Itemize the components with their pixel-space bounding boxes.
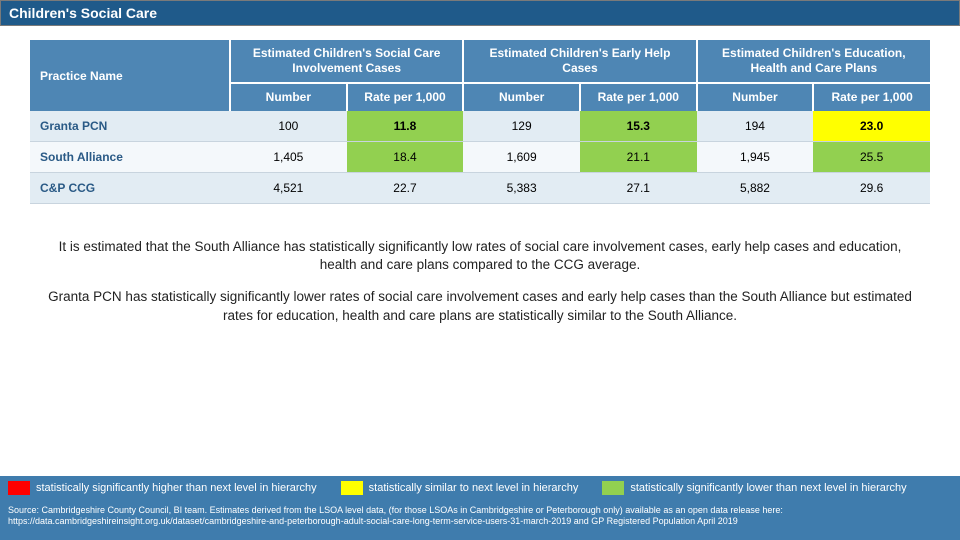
table-row: Granta PCN10011.812915.319423.0 <box>30 111 930 142</box>
legend-label: statistically significantly lower than n… <box>630 482 906 494</box>
col-group-1: Estimated Children's Social Care Involve… <box>230 40 463 83</box>
data-cell: 1,405 <box>230 142 347 173</box>
col-group-3: Estimated Children's Education, Health a… <box>697 40 930 83</box>
legend-label: statistically similar to next level in h… <box>369 482 579 494</box>
data-cell: 25.5 <box>813 142 930 173</box>
data-cell: 5,882 <box>697 173 814 204</box>
data-cell: 29.6 <box>813 173 930 204</box>
data-cell: 27.1 <box>580 173 697 204</box>
legend-item: statistically significantly lower than n… <box>602 481 906 495</box>
page-title: Children's Social Care <box>0 0 960 26</box>
col-sub-number: Number <box>230 83 347 111</box>
data-cell: 5,383 <box>463 173 580 204</box>
col-sub-rate: Rate per 1,000 <box>813 83 930 111</box>
data-cell: 1,609 <box>463 142 580 173</box>
col-sub-number: Number <box>463 83 580 111</box>
row-label: South Alliance <box>30 142 230 173</box>
source-line1: Source: Cambridgeshire County Council, B… <box>8 505 952 516</box>
col-sub-number: Number <box>697 83 814 111</box>
data-cell: 100 <box>230 111 347 142</box>
col-sub-rate: Rate per 1,000 <box>580 83 697 111</box>
data-cell: 21.1 <box>580 142 697 173</box>
legend-swatch <box>602 481 624 495</box>
data-cell: 4,521 <box>230 173 347 204</box>
data-table: Practice Name Estimated Children's Socia… <box>30 40 930 204</box>
row-label: C&P CCG <box>30 173 230 204</box>
data-cell: 18.4 <box>347 142 464 173</box>
commentary-p2: Granta PCN has statistically significant… <box>40 288 920 324</box>
data-cell: 1,945 <box>697 142 814 173</box>
table-row: C&P CCG4,52122.75,38327.15,88229.6 <box>30 173 930 204</box>
legend-item: statistically similar to next level in h… <box>341 481 579 495</box>
row-label: Granta PCN <box>30 111 230 142</box>
col-sub-rate: Rate per 1,000 <box>347 83 464 111</box>
commentary-p1: It is estimated that the South Alliance … <box>40 238 920 274</box>
legend-swatch <box>341 481 363 495</box>
data-cell: 22.7 <box>347 173 464 204</box>
legend-label: statistically significantly higher than … <box>36 482 317 494</box>
legend-swatch <box>8 481 30 495</box>
data-cell: 15.3 <box>580 111 697 142</box>
table-row: South Alliance1,40518.41,60921.11,94525.… <box>30 142 930 173</box>
data-cell: 23.0 <box>813 111 930 142</box>
source-line2: https://data.cambridgeshireinsight.org.u… <box>8 516 952 527</box>
col-group-2: Estimated Children's Early Help Cases <box>463 40 696 83</box>
col-practice-name: Practice Name <box>30 40 230 111</box>
table-body: Granta PCN10011.812915.319423.0South All… <box>30 111 930 204</box>
legend-bar: statistically significantly higher than … <box>0 476 960 500</box>
source-footer: Source: Cambridgeshire County Council, B… <box>0 500 960 540</box>
commentary: It is estimated that the South Alliance … <box>0 204 960 325</box>
data-cell: 11.8 <box>347 111 464 142</box>
data-cell: 194 <box>697 111 814 142</box>
legend-item: statistically significantly higher than … <box>8 481 317 495</box>
data-cell: 129 <box>463 111 580 142</box>
data-table-container: Practice Name Estimated Children's Socia… <box>0 26 960 204</box>
